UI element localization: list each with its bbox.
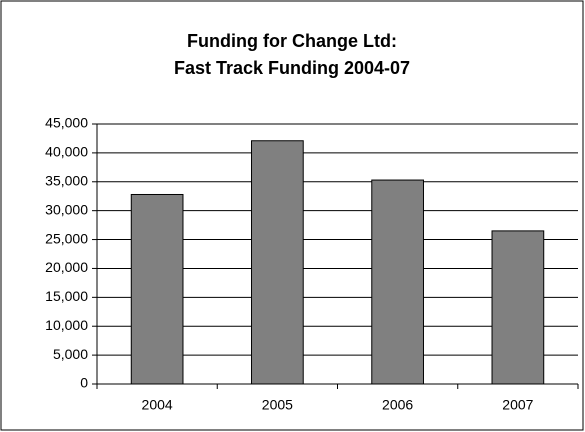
bar (371, 179, 424, 385)
y-tick-label: 20,000 (45, 259, 88, 275)
y-tick-label: 45,000 (45, 115, 88, 131)
y-tick-label: 5,000 (53, 346, 88, 362)
y-tick-label: 25,000 (45, 230, 88, 246)
y-tick-label: 15,000 (45, 288, 88, 304)
x-tick-label: 2006 (382, 397, 413, 413)
y-tick-label: 30,000 (45, 201, 88, 217)
bar (491, 230, 545, 385)
y-tick-label: 10,000 (45, 317, 88, 333)
bar (130, 193, 184, 385)
y-tick-label: 35,000 (45, 172, 88, 188)
chart-title: Funding for Change Ltd: (187, 31, 397, 51)
x-tick-label: 2004 (142, 397, 173, 413)
x-tick-label: 2005 (262, 397, 293, 413)
bar (251, 140, 304, 385)
y-tick-label: 0 (80, 375, 88, 391)
y-tick-label: 40,000 (45, 144, 88, 160)
chart-title: Fast Track Funding 2004-07 (174, 58, 410, 78)
x-tick-label: 2007 (502, 397, 533, 413)
